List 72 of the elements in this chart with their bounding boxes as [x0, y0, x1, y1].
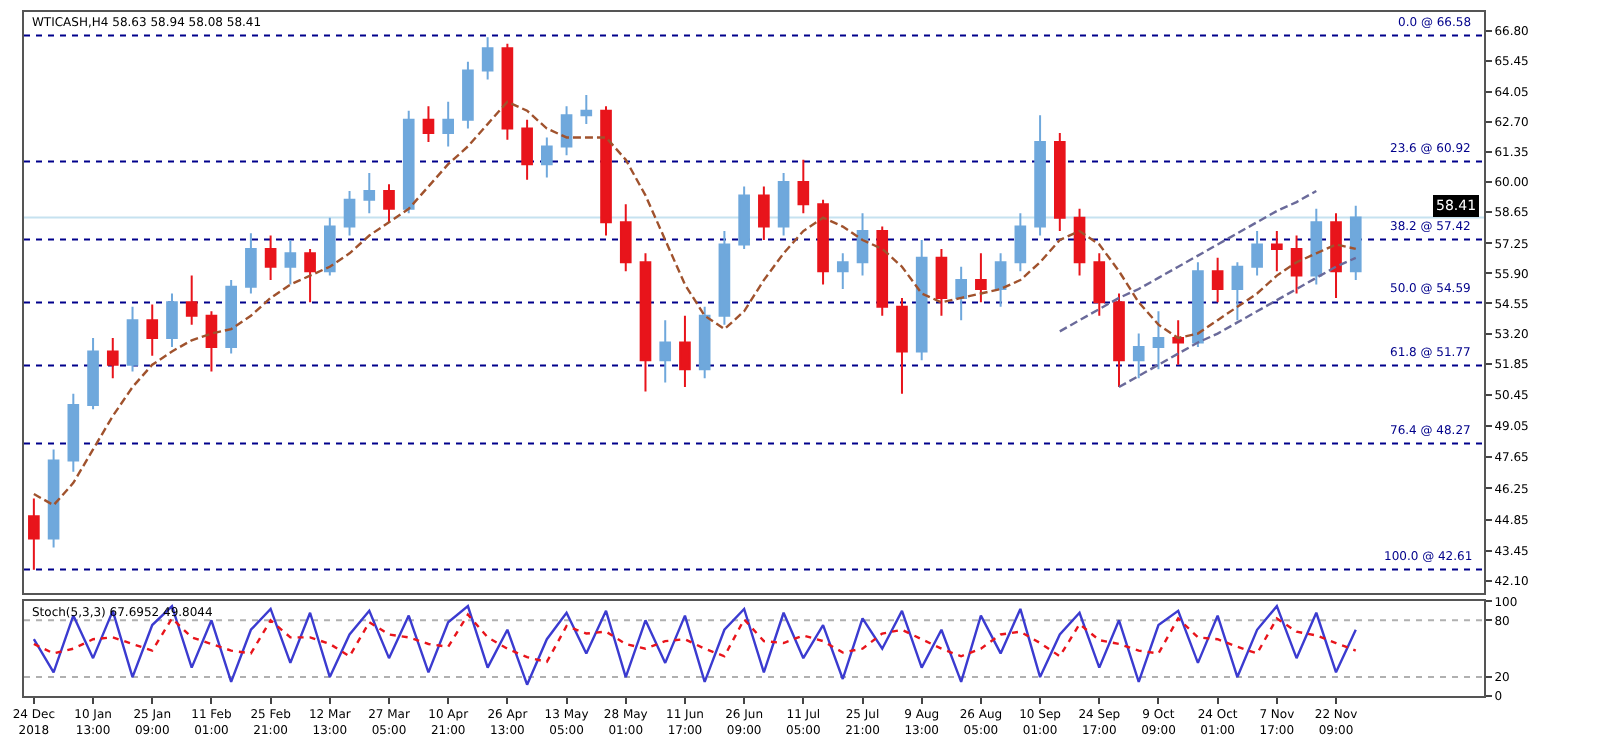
- candlestick: [856, 212, 869, 277]
- candlestick: [126, 305, 139, 373]
- candlestick: [106, 337, 119, 380]
- candlestick: [225, 279, 237, 355]
- candlestick: [442, 100, 455, 148]
- candlestick: [481, 36, 494, 81]
- candlestick: [521, 118, 533, 181]
- candlestick: [797, 158, 810, 215]
- candlestick: [975, 252, 987, 304]
- candlestick: [185, 274, 198, 326]
- candlestick: [1172, 319, 1185, 366]
- candlestick: [343, 189, 356, 237]
- candlestick: [264, 234, 277, 282]
- line-series: [32, 604, 1357, 686]
- candlestick: [383, 183, 395, 224]
- candlestick: [363, 172, 376, 215]
- candlestick: [47, 448, 60, 549]
- candlestick: [28, 497, 40, 571]
- candlestick: [1113, 292, 1125, 389]
- candlestick: [659, 319, 672, 384]
- candlestick: [67, 392, 80, 473]
- candlestick: [718, 230, 731, 326]
- candlestick: [777, 172, 790, 237]
- candlestick: [462, 60, 474, 130]
- candlestick: [1211, 256, 1224, 304]
- candlestick: [836, 252, 849, 290]
- candlestick: [560, 105, 573, 157]
- candlestick: [876, 225, 889, 317]
- candlestick: [1152, 310, 1165, 371]
- candlestick: [955, 265, 967, 322]
- candlestick: [1053, 132, 1066, 233]
- candlestick: [245, 232, 257, 295]
- candlestick: [422, 105, 435, 143]
- candlestick: [619, 203, 632, 273]
- candlestick: [600, 105, 612, 237]
- candlestick: [1310, 207, 1323, 286]
- candlestick: [738, 185, 750, 250]
- candlestick: [935, 247, 948, 317]
- candlestick: [679, 314, 691, 389]
- candlestick: [639, 252, 652, 393]
- candlestick: [817, 198, 829, 286]
- candlestick: [698, 305, 711, 380]
- candlestick: [501, 42, 514, 141]
- candlestick: [1073, 207, 1086, 277]
- candlestick: [323, 216, 336, 277]
- candlestick: [146, 303, 159, 357]
- candlestick: [402, 109, 415, 215]
- candlestick: [1093, 252, 1106, 317]
- candlestick: [896, 296, 908, 395]
- candlestick: [304, 247, 316, 304]
- candlestick: [205, 310, 218, 373]
- candlestick: [284, 238, 297, 286]
- candlestick: [1192, 261, 1204, 348]
- candlestick: [580, 94, 593, 126]
- candlestick: [758, 185, 770, 241]
- candlestick: [1349, 204, 1362, 282]
- candlestick: [1271, 230, 1283, 273]
- line-series: [1117, 256, 1357, 389]
- candlestick: [1014, 212, 1027, 273]
- candlestick: [1132, 332, 1145, 380]
- candlestick: [1290, 234, 1303, 295]
- candlestick: [87, 337, 99, 411]
- candlestick: [166, 292, 178, 348]
- candlestick: [1231, 261, 1244, 322]
- candlestick: [1251, 230, 1263, 277]
- candlestick: [541, 136, 553, 179]
- line-series: [32, 100, 1357, 507]
- line-series: [1058, 189, 1318, 333]
- candlestick: [994, 252, 1007, 308]
- candlestick: [915, 238, 928, 362]
- candlestick: [1034, 114, 1046, 237]
- candlestick: [1330, 212, 1342, 299]
